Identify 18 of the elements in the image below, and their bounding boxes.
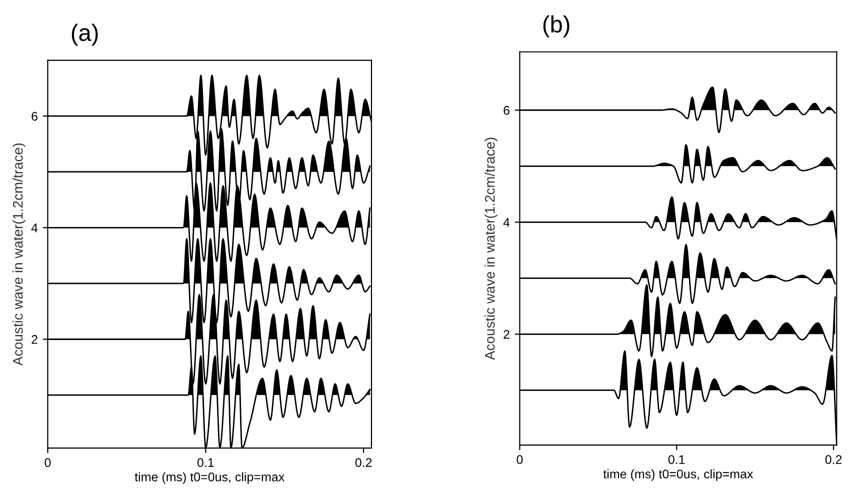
y-tick-label: 4 bbox=[503, 218, 510, 227]
y-tick-label: 2 bbox=[32, 335, 38, 344]
y-tick-label: 6 bbox=[32, 112, 38, 121]
y-axis-title: Acoustic wave in water(1.2cm/trace) bbox=[484, 138, 498, 360]
chart-title: (b) bbox=[543, 15, 570, 38]
y-tick-label: 6 bbox=[504, 106, 510, 115]
x-tick-label: 0.2 bbox=[355, 458, 372, 467]
x-axis-title: time (ms) t0=0us, clip=max bbox=[603, 469, 754, 481]
x-tick-label: 0.1 bbox=[668, 455, 685, 464]
x-tick-label: 0.2 bbox=[825, 455, 842, 464]
y-axis-title: Acoustic wave in water(1.2cm/trace) bbox=[12, 143, 26, 366]
x-tick-label: 0 bbox=[516, 455, 523, 464]
x-tick-label: 0 bbox=[44, 458, 51, 467]
y-tick-label: 4 bbox=[31, 224, 38, 232]
x-axis-title: time (ms) t0=0us, clip=max bbox=[134, 472, 284, 484]
x-tick-label: 0.1 bbox=[197, 458, 214, 467]
chart-title: (a) bbox=[72, 24, 98, 46]
y-tick-label: 2 bbox=[504, 330, 510, 339]
